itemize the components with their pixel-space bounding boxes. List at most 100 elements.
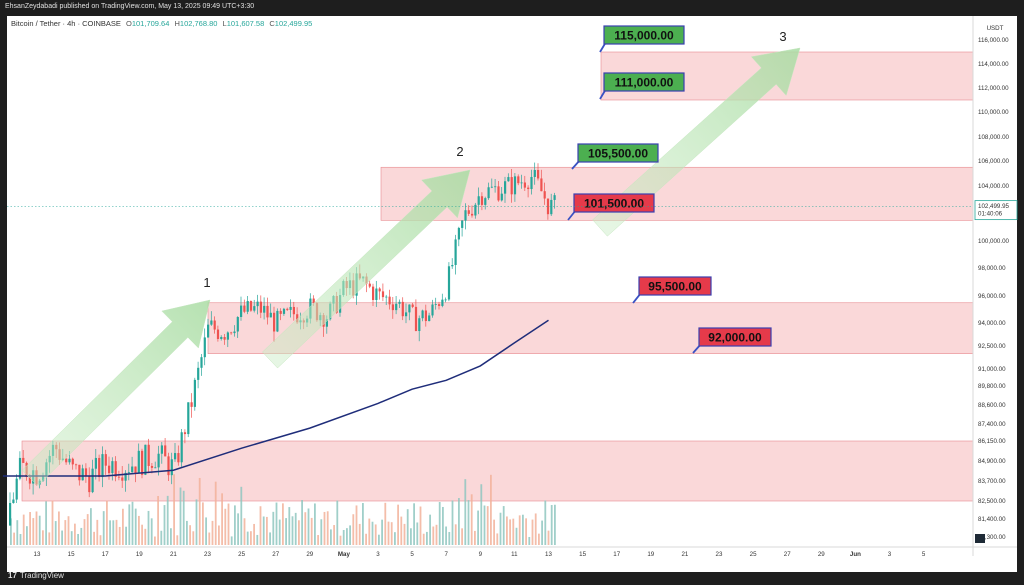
publisher-caption: EhsanZeydabadi published on TradingView.…: [5, 3, 255, 10]
volume-bar: [307, 508, 310, 545]
candle-body: [276, 310, 279, 332]
x-tick-label: 15: [68, 551, 75, 558]
y-tick-label: 106,000.00: [978, 158, 1010, 165]
candle-body: [210, 320, 213, 325]
candle-body: [467, 210, 470, 214]
volume-bar: [419, 506, 422, 545]
candle-body: [289, 306, 292, 310]
volume-bar: [96, 519, 99, 545]
candle-body: [444, 299, 447, 301]
volume-bar: [381, 519, 383, 545]
x-tick-label: 3: [888, 551, 892, 558]
candle-body: [428, 315, 431, 322]
volume-bar: [134, 508, 137, 545]
volume-bar: [250, 531, 252, 545]
candle-body: [22, 457, 25, 463]
candle-body: [263, 305, 266, 313]
volume-bar: [214, 481, 217, 545]
candle-body: [451, 264, 454, 267]
candle-body: [174, 453, 177, 460]
y-tick-label: 96,000.00: [978, 293, 1006, 300]
candle-body: [517, 176, 520, 184]
candle-body: [520, 182, 523, 184]
candle-body: [249, 301, 253, 311]
candle-body: [144, 444, 147, 475]
volume-bar: [67, 516, 70, 545]
candle-body: [540, 178, 543, 192]
level-label: 95,500.00: [648, 280, 702, 294]
volume-bar: [32, 518, 35, 545]
candle-body: [147, 444, 150, 466]
candle-body: [266, 305, 269, 318]
candle-body: [253, 306, 256, 311]
volume-bar: [125, 526, 127, 545]
candle-body: [411, 304, 414, 307]
volume-bar: [554, 504, 556, 545]
x-tick-label: 25: [750, 551, 757, 558]
volume-bar: [301, 500, 303, 545]
volume-bar: [314, 503, 316, 545]
volume-bar: [192, 531, 195, 545]
volume-bar: [291, 516, 294, 545]
volume-bar: [275, 502, 278, 545]
volume-bar: [160, 530, 163, 545]
volume-layer: [10, 474, 556, 545]
level-box: [603, 72, 685, 92]
candle-body: [527, 187, 530, 190]
volume-bar: [58, 511, 60, 545]
x-tick-label: 15: [579, 551, 586, 558]
candle-body: [180, 432, 183, 463]
volume-bar: [528, 536, 531, 545]
volume-bar: [390, 522, 393, 545]
volume-bar: [147, 510, 150, 545]
candle-body: [200, 357, 203, 368]
volume-bar: [333, 525, 335, 545]
candle-body: [187, 402, 190, 435]
volume-bar: [474, 530, 476, 545]
candle-body: [15, 478, 18, 500]
volume-bar: [90, 508, 92, 545]
volume-bar: [435, 524, 438, 545]
volume-bar: [547, 530, 550, 545]
volume-bar: [176, 535, 179, 545]
tradingview-footer[interactable]: 17 TradingView: [8, 571, 64, 580]
candle-body: [117, 476, 121, 478]
volume-bar: [93, 531, 95, 545]
volume-bar: [426, 531, 428, 545]
candle-body: [236, 316, 239, 332]
moving-average-line: [2, 319, 549, 477]
level-box: [603, 25, 685, 45]
candle-body: [28, 476, 31, 484]
candle-body: [368, 283, 371, 287]
volume-bar: [112, 520, 115, 545]
candle-body: [150, 465, 154, 468]
candle-body: [553, 195, 556, 200]
volume-bar: [237, 513, 239, 545]
x-tick-label: 5: [410, 551, 414, 558]
candle-body: [414, 306, 418, 332]
candle-body: [474, 204, 477, 216]
wave-label-1: 1: [203, 275, 210, 290]
volume-bar: [205, 517, 207, 545]
candle-body: [111, 461, 114, 474]
volume-bar: [269, 532, 271, 545]
candle-body: [101, 454, 104, 478]
candle-body: [177, 453, 180, 463]
candle-body: [292, 306, 295, 315]
candle-body: [447, 266, 451, 300]
volume-bar: [64, 520, 67, 545]
volume-bar: [368, 518, 371, 545]
ohlc-close: 102,499.95: [274, 19, 313, 28]
volume-bar: [509, 519, 511, 545]
candle-body: [108, 465, 111, 474]
y-tick-label: 108,000.00: [978, 134, 1010, 141]
candle-body: [121, 477, 124, 481]
volume-bar: [16, 520, 19, 545]
volume-bar: [144, 528, 147, 545]
candle-body: [190, 402, 193, 407]
candle-body: [424, 310, 427, 322]
volume-bar: [518, 515, 521, 545]
candle-body: [454, 239, 457, 265]
volume-bar: [467, 500, 470, 545]
